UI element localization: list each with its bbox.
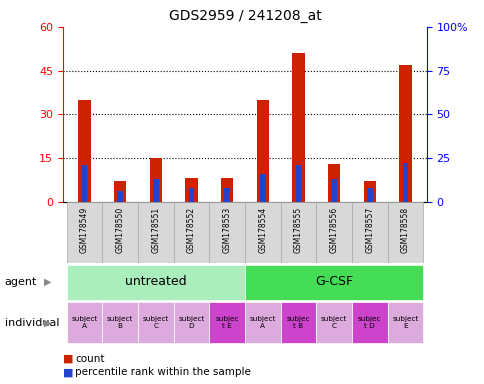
Bar [291,53,304,202]
Text: ▶: ▶ [44,318,51,328]
Text: GSM178555: GSM178555 [293,207,302,253]
Bar [398,65,411,202]
Text: ▶: ▶ [44,277,51,287]
Bar [152,179,158,202]
Text: subject
B: subject B [106,316,133,329]
Bar [295,165,301,202]
Text: GSM178554: GSM178554 [257,207,267,253]
Text: untreated: untreated [125,275,186,288]
Text: GSM178556: GSM178556 [329,207,338,253]
Text: subjec
t B: subjec t B [286,316,310,329]
Text: subject
A: subject A [71,316,97,329]
Text: subjec
t E: subjec t E [215,316,238,329]
Title: GDS2959 / 241208_at: GDS2959 / 241208_at [168,9,320,23]
Bar [316,202,351,263]
Bar [387,302,423,343]
Text: ■: ■ [63,367,74,377]
Bar [244,202,280,263]
Text: count: count [75,354,105,364]
Text: subjec
t D: subjec t D [357,316,381,329]
Text: percentile rank within the sample: percentile rank within the sample [75,367,251,377]
Bar [402,163,408,202]
Text: agent: agent [5,277,37,287]
Bar [66,202,102,263]
Bar [81,165,87,202]
Bar [137,202,173,263]
Bar [244,302,280,343]
Bar [185,178,197,202]
Bar [209,302,244,343]
Text: GSM178557: GSM178557 [364,207,374,253]
Bar [256,100,269,202]
Text: subject
C: subject C [142,316,168,329]
Bar [366,188,372,202]
Bar [331,179,336,202]
Bar [363,181,375,202]
Bar [66,302,102,343]
Text: G-CSF: G-CSF [315,275,352,288]
Bar [117,191,122,202]
Bar [387,202,423,263]
Bar [173,302,209,343]
Text: GSM178550: GSM178550 [115,207,124,253]
Text: ■: ■ [63,354,74,364]
Bar [78,100,91,202]
Bar [327,164,340,202]
Text: subject
A: subject A [249,316,275,329]
Bar [316,302,351,343]
Bar [102,202,137,263]
Text: subject
D: subject D [178,316,204,329]
Bar [280,202,316,263]
Bar [244,265,423,300]
Bar [102,302,137,343]
Bar [188,188,194,202]
Text: GSM178553: GSM178553 [222,207,231,253]
Bar [280,302,316,343]
Text: subject
C: subject C [320,316,347,329]
Bar [114,181,126,202]
Bar [137,302,173,343]
Text: GSM178558: GSM178558 [400,207,409,253]
Text: individual: individual [5,318,59,328]
Text: GSM178551: GSM178551 [151,207,160,253]
Bar [66,265,244,300]
Bar [224,188,229,202]
Text: GSM178549: GSM178549 [80,207,89,253]
Bar [220,178,233,202]
Bar [209,202,244,263]
Bar [149,158,162,202]
Bar [351,302,387,343]
Text: subject
E: subject E [392,316,418,329]
Bar [351,202,387,263]
Bar [173,202,209,263]
Bar [259,174,265,202]
Text: GSM178552: GSM178552 [186,207,196,253]
